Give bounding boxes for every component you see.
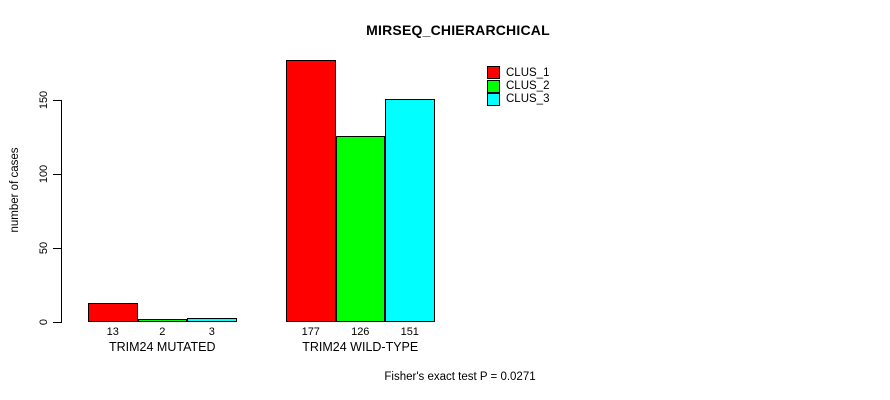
chart-legend: CLUS_1 CLUS_2 CLUS_3 <box>487 66 549 106</box>
annotation-text: Fisher's exact test P = 0.0271 <box>384 371 536 383</box>
y-axis-tick-label: 50 <box>38 241 50 255</box>
bar-clus_1-group2 <box>286 60 336 322</box>
legend-color-swatch <box>487 92 500 106</box>
bar-value-label: 126 <box>351 326 370 338</box>
legend-item: CLUS_1 <box>487 66 550 80</box>
bar-clus_1-group1 <box>88 302 138 322</box>
y-axis-tick <box>52 99 62 101</box>
bar-clus_3-group2 <box>385 98 435 322</box>
legend-color-swatch <box>487 66 500 80</box>
bar-value-label: 177 <box>301 326 320 338</box>
bar-value-label: 151 <box>400 326 419 338</box>
y-axis-tick <box>52 247 62 249</box>
bar-clus_2-group2 <box>335 135 385 322</box>
bar-value-label: 2 <box>159 326 166 338</box>
y-axis-tick-label: 100 <box>38 164 50 184</box>
y-axis-tick-label: 0 <box>38 318 50 326</box>
legend-color-swatch <box>487 79 500 93</box>
bar-clus_2-group1 <box>137 319 187 322</box>
y-axis-line <box>61 100 62 322</box>
y-axis-tick <box>52 173 62 175</box>
bar-clus_3-group1 <box>187 317 237 322</box>
y-axis-tick <box>52 321 62 323</box>
legend-item-label: CLUS_1 <box>506 66 550 79</box>
legend-item: CLUS_2 <box>487 79 550 93</box>
chart-title: MIRSEQ_CHIERARCHICAL <box>366 22 550 38</box>
y-axis-tick-label: 150 <box>38 90 50 110</box>
x-axis-category-label: TRIM24 MUTATED <box>109 340 216 354</box>
bar-value-label: 3 <box>208 326 215 338</box>
bar-value-label: 13 <box>106 326 119 338</box>
legend-item: CLUS_3 <box>487 92 550 106</box>
legend-item-label: CLUS_3 <box>506 93 550 106</box>
legend-item-label: CLUS_2 <box>506 80 550 93</box>
y-axis-title: number of cases <box>9 147 21 233</box>
x-axis-category-label: TRIM24 WILD-TYPE <box>302 340 419 354</box>
